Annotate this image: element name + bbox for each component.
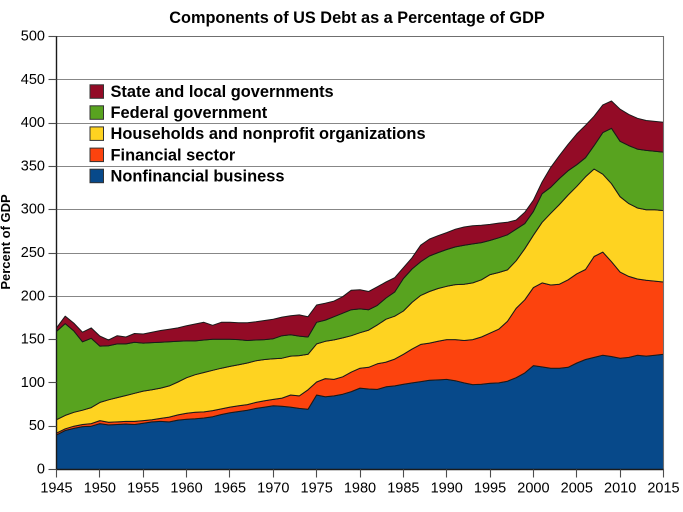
svg-text:1960: 1960 (170, 481, 202, 497)
svg-text:300: 300 (21, 202, 45, 218)
svg-text:50: 50 (29, 418, 45, 434)
svg-text:150: 150 (21, 332, 45, 348)
svg-text:250: 250 (21, 245, 45, 261)
svg-text:1950: 1950 (84, 481, 116, 497)
svg-text:2010: 2010 (604, 481, 636, 497)
svg-text:1985: 1985 (387, 481, 419, 497)
svg-text:1945: 1945 (40, 481, 72, 497)
svg-text:350: 350 (21, 158, 45, 174)
svg-text:Financial sector: Financial sector (111, 146, 236, 164)
svg-text:Percent of GDP: Percent of GDP (0, 194, 13, 290)
svg-text:Components of US Debt as a Per: Components of US Debt as a Percentage of… (169, 9, 545, 27)
svg-text:1970: 1970 (257, 481, 289, 497)
svg-text:2005: 2005 (561, 481, 593, 497)
svg-text:Nonfinancial business: Nonfinancial business (111, 167, 285, 185)
svg-text:1990: 1990 (431, 481, 463, 497)
svg-text:450: 450 (21, 72, 45, 88)
svg-text:400: 400 (21, 115, 45, 131)
svg-text:1955: 1955 (127, 481, 159, 497)
svg-text:1995: 1995 (474, 481, 506, 497)
svg-text:2015: 2015 (647, 481, 679, 497)
svg-text:500: 500 (21, 29, 45, 45)
svg-text:1965: 1965 (214, 481, 246, 497)
svg-text:2000: 2000 (517, 481, 549, 497)
svg-text:Households and nonprofit organ: Households and nonprofit organizations (111, 125, 426, 143)
svg-text:Federal government: Federal government (111, 104, 268, 122)
svg-text:State and local governments: State and local governments (111, 83, 334, 101)
svg-text:100: 100 (21, 375, 45, 391)
svg-text:0: 0 (37, 462, 45, 478)
svg-text:200: 200 (21, 288, 45, 304)
svg-text:1980: 1980 (344, 481, 376, 497)
svg-text:1975: 1975 (301, 481, 333, 497)
